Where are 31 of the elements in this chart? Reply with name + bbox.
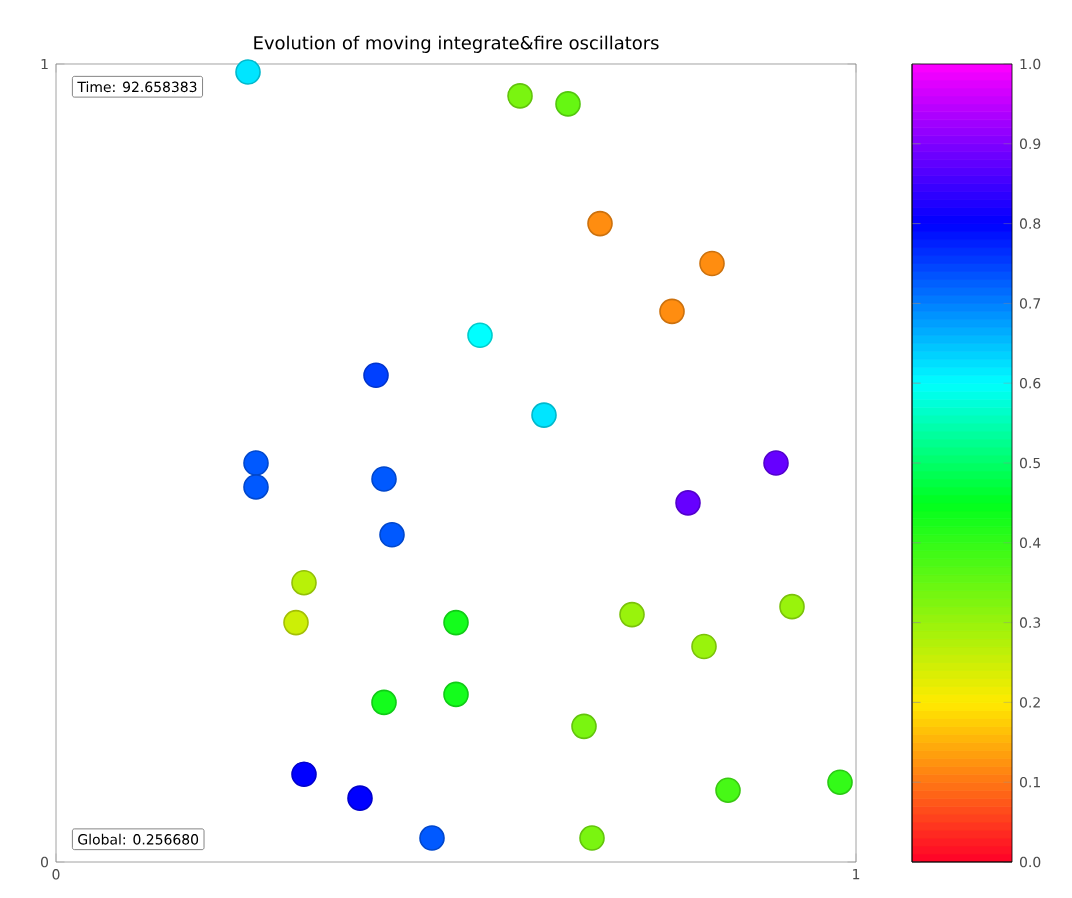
point <box>619 601 645 628</box>
point <box>443 609 469 636</box>
point <box>763 450 789 476</box>
point <box>443 681 469 708</box>
point <box>699 250 725 277</box>
point <box>467 322 493 349</box>
point <box>243 474 269 500</box>
point <box>379 522 405 548</box>
point <box>419 825 445 851</box>
point <box>243 450 269 476</box>
point <box>691 633 717 660</box>
point <box>347 785 373 811</box>
point <box>555 91 581 117</box>
point <box>531 402 557 428</box>
point <box>371 466 397 492</box>
point <box>827 769 853 795</box>
point <box>291 569 317 596</box>
point <box>371 689 397 716</box>
point <box>675 490 701 516</box>
point <box>587 210 613 237</box>
point <box>779 593 805 620</box>
point <box>507 83 533 109</box>
point <box>579 825 605 851</box>
point <box>283 609 309 636</box>
point <box>291 761 317 788</box>
point <box>571 713 597 740</box>
point <box>715 777 741 803</box>
point <box>235 59 261 85</box>
chart-title: Evolution of moving integrate&fire oscillators <box>254 35 659 53</box>
point <box>659 298 685 325</box>
point <box>363 362 389 389</box>
